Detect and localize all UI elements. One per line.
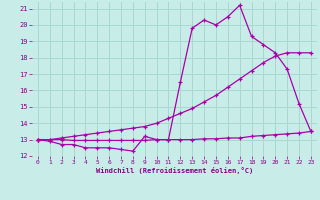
X-axis label: Windchill (Refroidissement éolien,°C): Windchill (Refroidissement éolien,°C) — [96, 167, 253, 174]
